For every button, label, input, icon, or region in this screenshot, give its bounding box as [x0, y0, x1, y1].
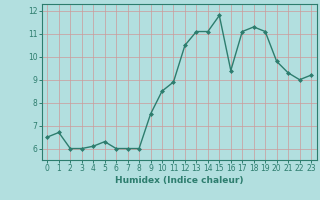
X-axis label: Humidex (Indice chaleur): Humidex (Indice chaleur) [115, 176, 244, 185]
